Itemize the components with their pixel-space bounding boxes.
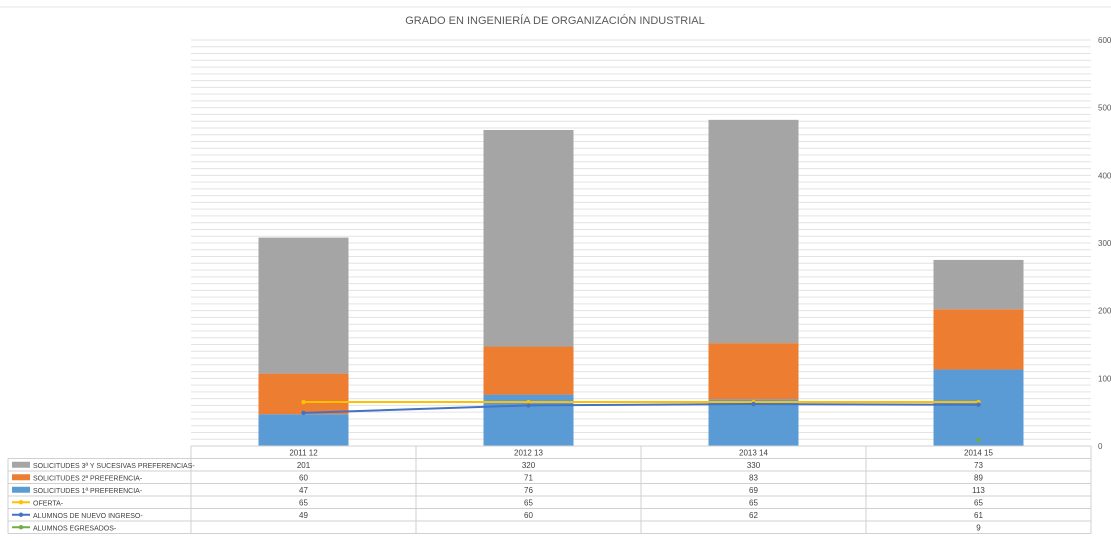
data-value: 73	[974, 461, 983, 470]
data-value: 320	[522, 461, 536, 470]
y-tick-label: 0	[1098, 442, 1103, 451]
bar-segment	[708, 399, 799, 446]
series-point	[526, 399, 531, 405]
series-name: SOLICITUDES 1ª PREFERENCIA-	[33, 488, 143, 495]
legend-key	[12, 474, 30, 481]
y-tick-label: 400	[1098, 171, 1111, 180]
category-label: 2013 14	[739, 449, 768, 458]
series-point	[976, 402, 981, 407]
legend-key-marker	[18, 512, 24, 517]
data-value: 83	[749, 473, 758, 482]
data-value: 69	[749, 486, 758, 495]
data-value: 65	[749, 498, 758, 507]
data-value: 201	[297, 461, 311, 470]
data-value: 65	[974, 498, 983, 507]
data-value: 47	[299, 486, 308, 495]
series-point	[751, 401, 756, 407]
legend-key	[12, 486, 30, 493]
category-label: 2014 15	[964, 449, 993, 458]
bar-segment	[483, 346, 574, 395]
bar-segment	[483, 129, 574, 347]
data-value: 65	[299, 498, 308, 507]
y-axis: 0 100 200 300 400 500 600	[1098, 36, 1111, 451]
y-tick-label: 600	[1098, 36, 1111, 45]
bar-segment	[258, 414, 349, 446]
data-value: 60	[524, 511, 533, 520]
category-label: 2012 13	[514, 449, 543, 458]
data-value: 89	[974, 473, 983, 482]
data-value: 9	[976, 523, 981, 532]
y-tick-label: 300	[1098, 239, 1111, 248]
series-name: OFERTA-	[33, 500, 64, 507]
bar-segment	[933, 369, 1024, 446]
bar-segment	[258, 373, 349, 415]
data-value: 62	[749, 511, 758, 520]
y-tick-label: 200	[1098, 307, 1111, 316]
data-value: 113	[972, 486, 985, 495]
series-name: ALUMNOS DE NUEVO INGRESO-	[33, 513, 143, 520]
legend-key	[12, 461, 30, 468]
data-value: 76	[524, 486, 533, 495]
chart-title: GRADO EN INGENIERÍA DE ORGANIZACIÓN INDU…	[405, 14, 705, 27]
bar-segment	[708, 119, 799, 344]
data-value: 49	[299, 511, 308, 520]
bar-segment	[933, 259, 1024, 310]
series-point	[526, 403, 531, 408]
bars	[258, 119, 1024, 446]
series-point	[301, 399, 306, 405]
data-value: 61	[974, 511, 983, 520]
category-label: 2011 12	[289, 449, 318, 458]
data-value: 71	[524, 473, 533, 482]
data-value: 60	[299, 473, 308, 482]
series-point	[301, 410, 306, 416]
lines	[301, 399, 981, 443]
bar-segment	[933, 309, 1024, 370]
series-line	[303, 403, 979, 414]
y-tick-label: 100	[1098, 374, 1111, 383]
series-name: ALUMNOS EGRESADOS-	[33, 525, 117, 532]
legend-key-marker	[18, 500, 24, 505]
data-value: 330	[747, 461, 761, 470]
series-point	[976, 437, 981, 443]
series-name: SOLICITUDES 3ª Y SUCESIVAS PREFERENCIAS-	[33, 463, 195, 470]
data-table: 2011 12 2012 13 2013 14 2014 15 SOLICITUDES …	[7, 445, 1092, 534]
legend-key-marker	[18, 525, 24, 530]
y-tick-label: 500	[1098, 104, 1111, 113]
series-name: SOLICITUDES 2ª PREFERENCIA-	[33, 475, 143, 482]
bar-segment	[258, 237, 349, 374]
bar-segment	[708, 343, 799, 400]
data-value: 65	[524, 498, 533, 507]
